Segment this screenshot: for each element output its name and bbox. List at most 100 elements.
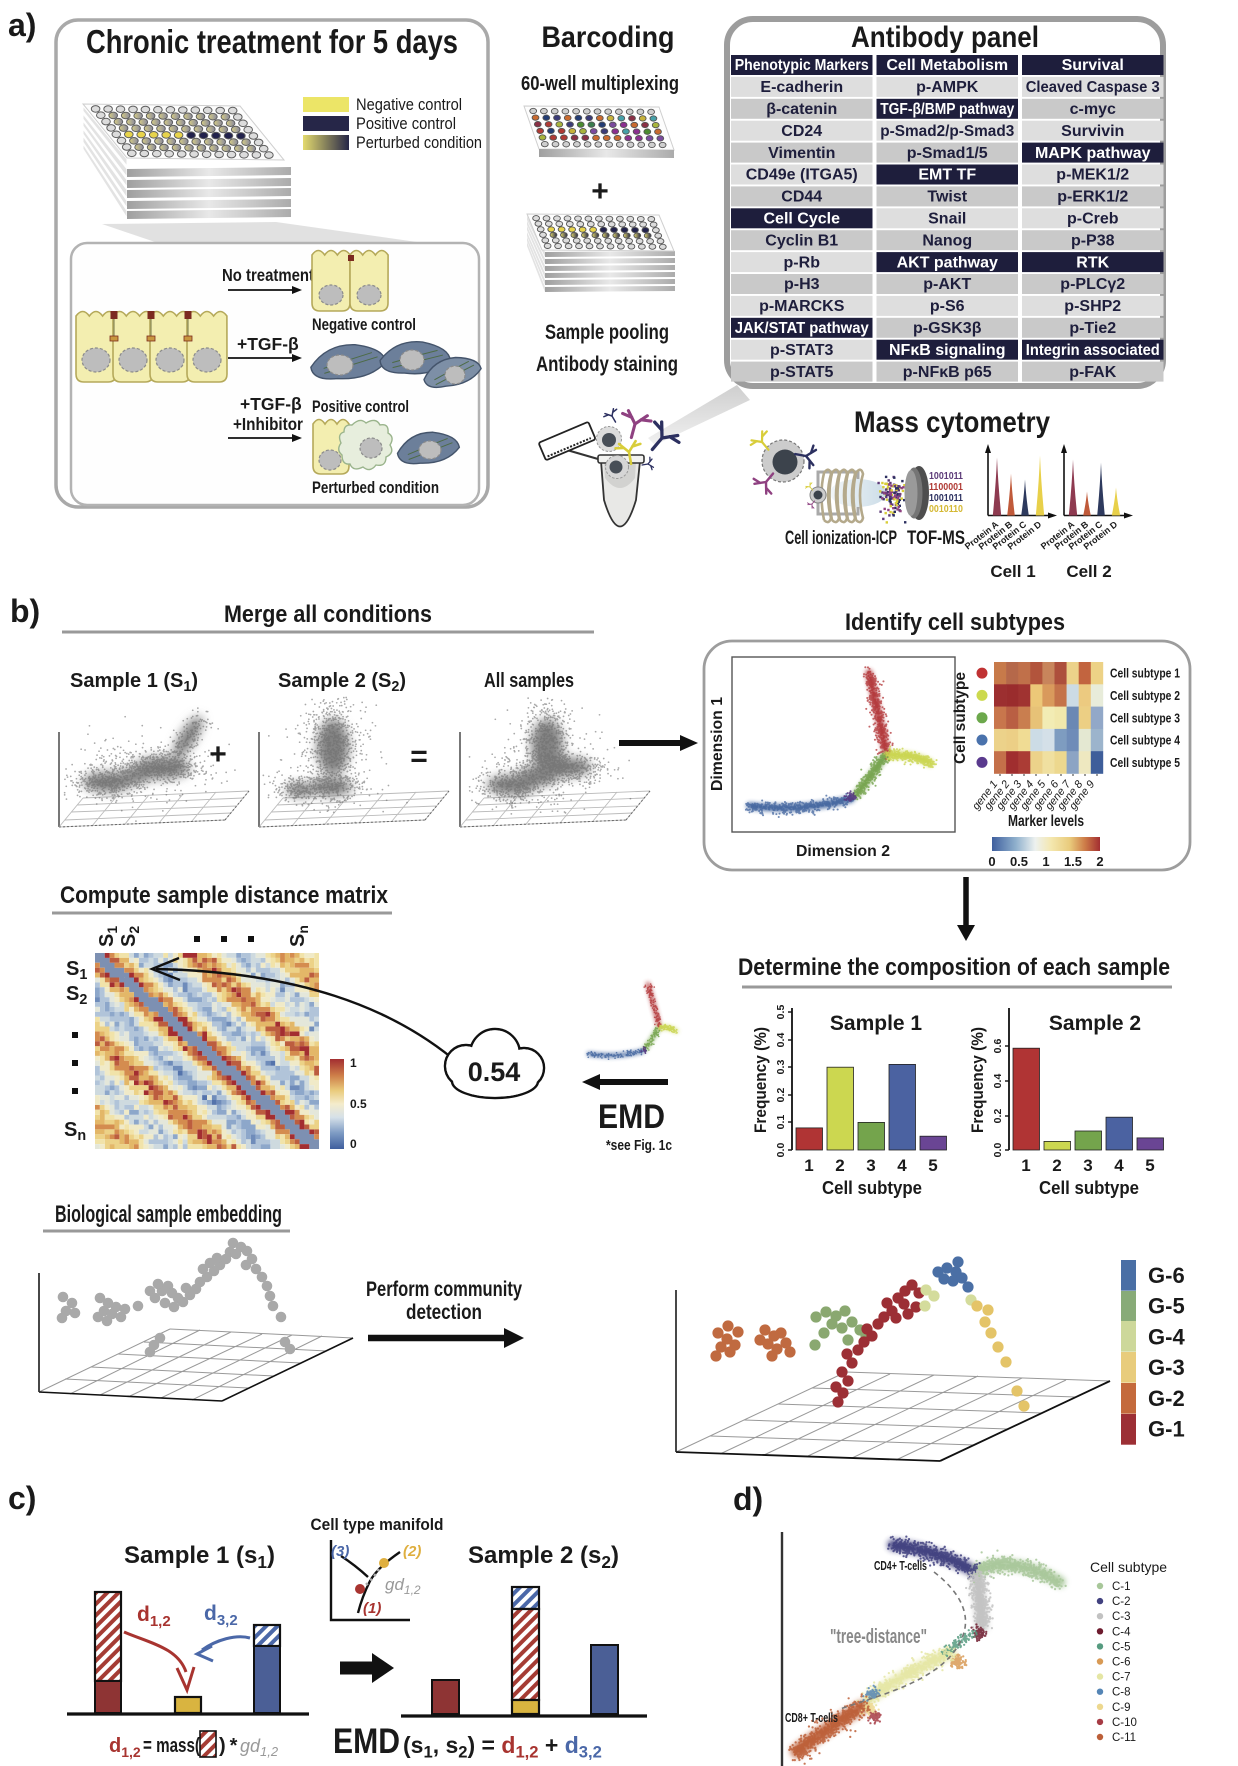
svg-text:Determine the composition of e: Determine the composition of each sample — [738, 954, 1170, 981]
svg-text:TOF-MS: TOF-MS — [907, 528, 965, 549]
svg-text:60-well multiplexing: 60-well multiplexing — [521, 73, 679, 95]
svg-text:3: 3 — [866, 1156, 875, 1175]
svg-text:Frequency (%): Frequency (%) — [751, 1027, 770, 1133]
svg-text:p-AMPK: p-AMPK — [916, 79, 979, 96]
svg-text:c): c) — [8, 1480, 36, 1516]
svg-text:0.1: 0.1 — [775, 1115, 787, 1130]
svg-text:C-9: C-9 — [1112, 1702, 1131, 1714]
svg-text:C-2: C-2 — [1112, 1596, 1131, 1608]
svg-text:Cell 2: Cell 2 — [1066, 562, 1111, 581]
svg-text:Cell subtype 3: Cell subtype 3 — [1110, 711, 1180, 725]
svg-text:Perform community: Perform community — [366, 1278, 522, 1301]
svg-text:1001011: 1001011 — [929, 492, 963, 504]
svg-text:Positive control: Positive control — [312, 397, 409, 416]
svg-text:Cell Cycle: Cell Cycle — [764, 211, 841, 228]
svg-text:Snail: Snail — [928, 211, 966, 228]
svg-text:Cell type manifold: Cell type manifold — [311, 1515, 444, 1534]
svg-text:Sn: Sn — [287, 925, 311, 947]
svg-text:) *: ) * — [219, 1735, 238, 1757]
svg-text:5: 5 — [928, 1156, 937, 1175]
svg-text:Survival: Survival — [1062, 57, 1124, 74]
svg-text:Cell subtype 5: Cell subtype 5 — [1110, 756, 1180, 770]
svg-text:p-Rb: p-Rb — [784, 254, 821, 271]
svg-text:1: 1 — [1042, 854, 1049, 869]
svg-text:Twist: Twist — [927, 189, 967, 206]
svg-text:gd1,2: gd1,2 — [385, 1575, 421, 1597]
svg-text:Negative control: Negative control — [312, 315, 416, 334]
svg-text:C-5: C-5 — [1112, 1641, 1131, 1653]
svg-text:1: 1 — [350, 1056, 357, 1070]
svg-text:=: = — [410, 740, 428, 773]
svg-text:G-6: G-6 — [1148, 1263, 1185, 1288]
svg-text:C-8: C-8 — [1112, 1687, 1131, 1699]
svg-text:Antibody staining: Antibody staining — [536, 353, 678, 376]
svg-text:C-10: C-10 — [1112, 1717, 1137, 1729]
svg-text:All samples: All samples — [484, 670, 574, 692]
svg-text:Sample 1: Sample 1 — [830, 1012, 923, 1035]
svg-text:p-STAT5: p-STAT5 — [770, 364, 834, 381]
svg-text:p-Smad2/p-Smad3: p-Smad2/p-Smad3 — [880, 123, 1014, 140]
svg-text:+: + — [591, 175, 609, 208]
svg-text:2: 2 — [1052, 1156, 1061, 1175]
svg-text:p-AKT: p-AKT — [923, 276, 971, 293]
svg-text:0.2: 0.2 — [992, 1109, 1004, 1124]
svg-text:CD44: CD44 — [781, 189, 822, 206]
svg-text:0.5: 0.5 — [1010, 854, 1028, 869]
svg-text:Merge all conditions: Merge all conditions — [224, 601, 432, 628]
svg-text:Cell subtype 4: Cell subtype 4 — [1110, 734, 1180, 748]
svg-text:c-myc: c-myc — [1070, 101, 1116, 118]
svg-text:Compute sample distance matrix: Compute sample distance matrix — [60, 882, 389, 909]
svg-text:Negative control: Negative control — [356, 95, 462, 114]
svg-text:Phenotypic Markers: Phenotypic Markers — [735, 57, 869, 74]
svg-text:p-MEK1/2: p-MEK1/2 — [1056, 167, 1129, 184]
svg-text:Vimentin: Vimentin — [768, 145, 835, 162]
svg-text:1001011: 1001011 — [929, 470, 963, 482]
svg-text:Dimension 1: Dimension 1 — [709, 697, 726, 791]
svg-text:p-S6: p-S6 — [930, 298, 965, 315]
svg-text:0: 0 — [988, 854, 995, 869]
svg-text:Chronic treatment for 5 days: Chronic treatment for 5 days — [86, 23, 458, 60]
svg-text:+TGF-β: +TGF-β — [240, 394, 302, 414]
svg-text:Cell subtype: Cell subtype — [1090, 1559, 1167, 1575]
svg-text:0.4: 0.4 — [775, 1033, 787, 1048]
svg-text:detection: detection — [406, 1301, 482, 1324]
svg-text:p-ERK1/2: p-ERK1/2 — [1057, 189, 1128, 206]
svg-text:(2): (2) — [403, 1543, 421, 1560]
svg-text:G-5: G-5 — [1148, 1294, 1185, 1319]
svg-text:2: 2 — [835, 1156, 844, 1175]
svg-text:Barcoding: Barcoding — [542, 21, 675, 54]
svg-text:(3): (3) — [331, 1543, 349, 1560]
svg-text:d1,2: d1,2 — [109, 1735, 141, 1760]
svg-text:b): b) — [10, 593, 40, 629]
svg-text:EMT TF: EMT TF — [918, 167, 976, 184]
svg-text:C-6: C-6 — [1112, 1657, 1131, 1669]
svg-text:4: 4 — [1114, 1156, 1124, 1175]
svg-text:EMD: EMD — [598, 1098, 665, 1136]
svg-text:Frequency (%): Frequency (%) — [968, 1027, 987, 1133]
svg-text:Cell subtype: Cell subtype — [822, 1178, 922, 1198]
svg-text:Nanog: Nanog — [922, 232, 972, 249]
svg-text:Survivin: Survivin — [1061, 123, 1124, 140]
svg-text:p-SHP2: p-SHP2 — [1064, 298, 1121, 315]
svg-text:RTK: RTK — [1076, 254, 1109, 271]
svg-text:AKT pathway: AKT pathway — [897, 254, 998, 271]
svg-text:Sample 2 (S2): Sample 2 (S2) — [278, 670, 406, 695]
svg-text:Cell subtype 2: Cell subtype 2 — [1110, 689, 1180, 703]
svg-text:0.3: 0.3 — [775, 1060, 787, 1075]
svg-text:S2: S2 — [66, 983, 87, 1008]
svg-text:4: 4 — [897, 1156, 907, 1175]
svg-text:Integrin associated: Integrin associated — [1026, 342, 1160, 359]
svg-text:Cell Metabolism: Cell Metabolism — [886, 57, 1008, 74]
svg-text:C-1: C-1 — [1112, 1581, 1131, 1593]
svg-text:Sample pooling: Sample pooling — [545, 321, 669, 344]
svg-text:G-4: G-4 — [1148, 1324, 1185, 1349]
svg-text:"tree-distance": "tree-distance" — [830, 1626, 927, 1648]
svg-text:G-2: G-2 — [1148, 1386, 1185, 1411]
svg-text:C-11: C-11 — [1112, 1732, 1136, 1744]
svg-text:Perturbed condition: Perturbed condition — [312, 478, 439, 497]
svg-text:*see Fig. 1c: *see Fig. 1c — [606, 1137, 672, 1154]
svg-text:Biological sample embedding: Biological sample embedding — [55, 1201, 282, 1228]
svg-text:3: 3 — [1083, 1156, 1092, 1175]
svg-text:d1,2: d1,2 — [137, 1603, 171, 1630]
svg-text:= mass(: = mass( — [143, 1735, 200, 1757]
